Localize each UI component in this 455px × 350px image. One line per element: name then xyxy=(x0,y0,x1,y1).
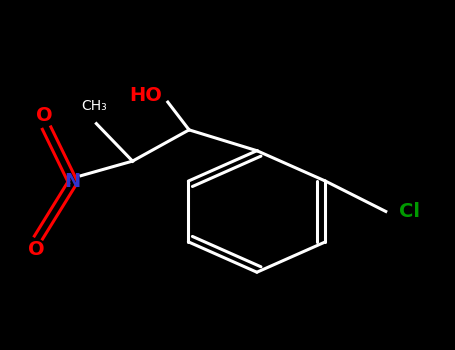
Text: N: N xyxy=(65,173,81,191)
Text: CH₃: CH₃ xyxy=(81,99,107,113)
Text: Cl: Cl xyxy=(399,202,420,221)
Text: HO: HO xyxy=(129,86,162,105)
Text: O: O xyxy=(28,240,45,259)
Text: O: O xyxy=(36,106,53,125)
